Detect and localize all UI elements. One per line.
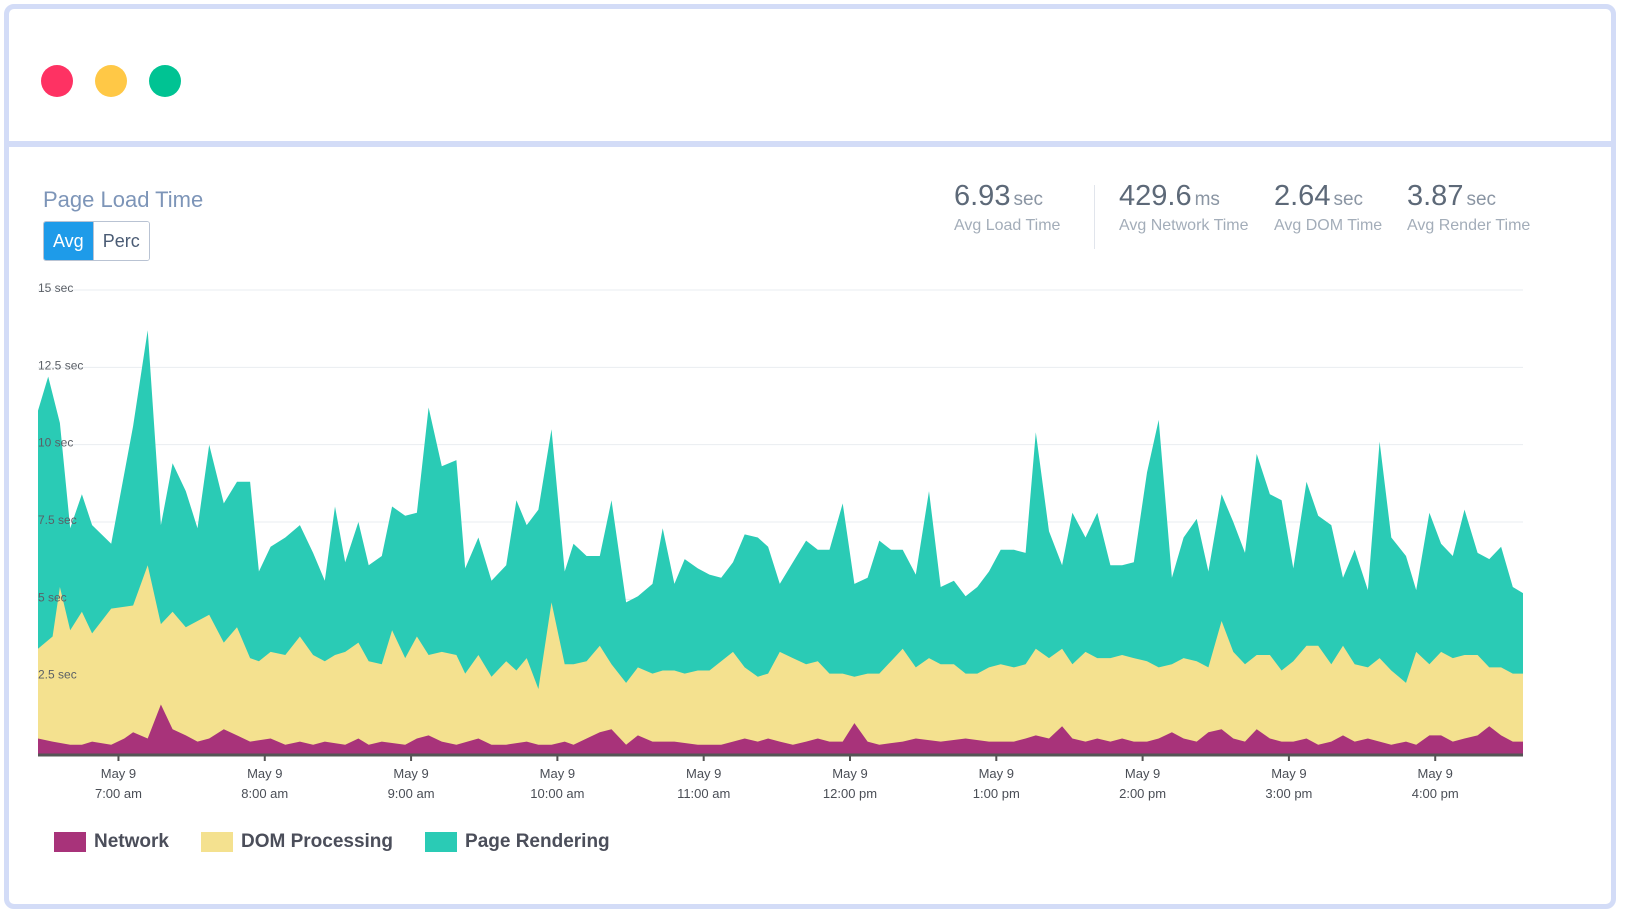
network-area xyxy=(38,704,1523,754)
panel-title: Page Load Time xyxy=(43,187,204,212)
close-window-button[interactable] xyxy=(41,65,73,97)
x-tick-date: May 9 xyxy=(686,766,721,781)
stat-avg-network-time: 429.6 ms Avg Network Time xyxy=(1119,180,1249,235)
avg-toggle-button[interactable]: Avg xyxy=(44,222,93,260)
x-tick-date: May 9 xyxy=(247,766,282,781)
y-tick-label: 10 sec xyxy=(38,436,73,450)
stat-unit: sec xyxy=(1466,189,1497,210)
minimize-window-button[interactable] xyxy=(95,65,127,97)
x-tick-date: May 9 xyxy=(1271,766,1306,781)
chart-legend: Network DOM Processing Page Rendering xyxy=(54,831,642,853)
x-tick-time: 2:00 pm xyxy=(1119,786,1166,801)
avg-perc-toggle: Avg Perc xyxy=(43,221,150,261)
x-tick-time: 9:00 am xyxy=(388,786,435,801)
stats-divider xyxy=(1094,185,1095,249)
stat-avg-render-time: 3.87 sec Avg Render Time xyxy=(1407,180,1530,235)
legend-item-dom-processing[interactable]: DOM Processing xyxy=(200,831,394,853)
stat-label: Avg Network Time xyxy=(1119,217,1249,234)
x-tick-time: 8:00 am xyxy=(241,786,288,801)
stat-label: Avg Load Time xyxy=(954,217,1061,234)
page-load-time-panel: Page Load Time Avg Perc 6.93 sec Avg Load… xyxy=(9,147,1611,904)
x-tick-time: 7:00 am xyxy=(95,786,142,801)
x-tick-date: May 9 xyxy=(540,766,575,781)
legend-swatch xyxy=(425,832,458,852)
y-tick-label: 7.5 sec xyxy=(38,513,77,527)
stat-unit: ms xyxy=(1194,189,1220,210)
stat-label: Avg Render Time xyxy=(1407,217,1531,234)
x-tick-date: May 9 xyxy=(101,766,136,781)
legend-swatch xyxy=(200,832,233,852)
stat-value: 2.64 xyxy=(1274,180,1331,212)
perc-toggle-button[interactable]: Perc xyxy=(92,222,149,260)
stat-value: 3.87 xyxy=(1407,180,1464,212)
x-tick-time: 10:00 am xyxy=(530,786,584,801)
legend-swatch xyxy=(54,832,86,852)
stat-label: Avg DOM Time xyxy=(1274,217,1383,234)
x-tick-time: 1:00 pm xyxy=(973,786,1020,801)
x-tick-time: 12:00 pm xyxy=(823,786,877,801)
dom-processing-area xyxy=(38,565,1523,754)
x-tick-date: May 9 xyxy=(1418,766,1453,781)
app-window: Page Load Time Avg Perc 6.93 sec Avg Load… xyxy=(4,4,1616,909)
x-tick-date: May 9 xyxy=(832,766,867,781)
x-tick-date: May 9 xyxy=(393,766,428,781)
stat-avg-load-time: 6.93 sec Avg Load Time xyxy=(954,180,1060,235)
window-titlebar xyxy=(9,9,1611,147)
x-tick-date: May 9 xyxy=(979,766,1014,781)
legend-item-network[interactable]: Network xyxy=(54,831,169,853)
stat-unit: sec xyxy=(1333,189,1364,210)
x-tick-date: May 9 xyxy=(1125,766,1160,781)
legend-label: Network xyxy=(94,831,169,852)
x-tick-time: 4:00 pm xyxy=(1412,786,1459,801)
legend-label: Page Rendering xyxy=(465,831,610,852)
maximize-window-button[interactable] xyxy=(149,65,181,97)
stat-value: 6.93 xyxy=(954,180,1011,212)
x-tick-time: 3:00 pm xyxy=(1265,786,1312,801)
stat-avg-dom-time: 2.64 sec Avg DOM Time xyxy=(1274,180,1382,235)
legend-item-page-rendering[interactable]: Page Rendering xyxy=(425,831,610,853)
stat-value: 429.6 xyxy=(1119,180,1192,212)
x-tick-time: 11:00 am xyxy=(677,786,730,801)
y-tick-label: 12.5 sec xyxy=(38,358,83,372)
legend-label: DOM Processing xyxy=(240,831,394,852)
page-load-time-chart: 2.5 sec 5 sec 7.5 sec 10 sec 12.5 sec 15 sec M… xyxy=(38,281,1523,801)
stat-unit: sec xyxy=(1013,189,1044,210)
y-tick-label: 5 sec xyxy=(38,590,67,604)
page-rendering-area xyxy=(38,330,1523,754)
y-tick-label: 2.5 sec xyxy=(38,668,77,682)
y-tick-label: 15 sec xyxy=(38,281,73,295)
